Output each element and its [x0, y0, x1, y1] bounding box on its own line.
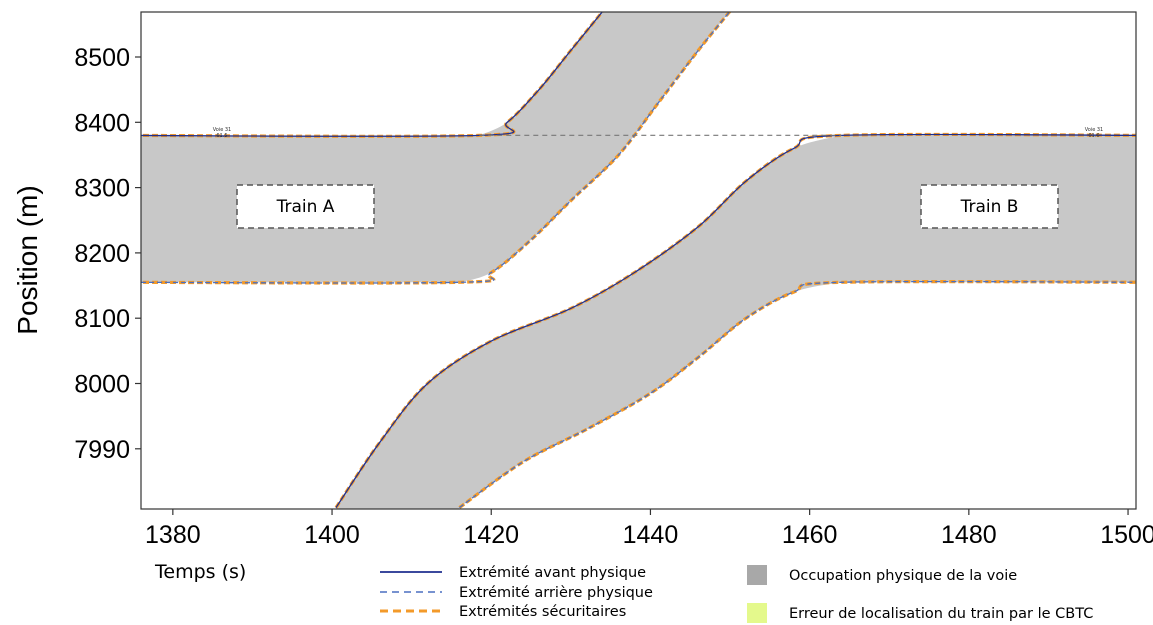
voie-label-right: Voie 31: [1085, 127, 1104, 133]
train-b-label: Train B: [960, 197, 1019, 217]
x-tick-label: 1480: [941, 521, 997, 549]
x-tick-label: 1460: [782, 521, 838, 549]
y-tick-label: 8100: [74, 305, 130, 333]
legend-label-arriere: Extrémité arrière physique: [459, 585, 653, 601]
train-b-rear-arriere: [459, 280, 1136, 509]
y-tick-label: 8500: [74, 44, 130, 72]
legend-item-arriere: Extrémité arrière physique: [380, 585, 653, 601]
voie-annotation-left: Voie 31 61.5: [213, 127, 232, 139]
legend-item-avant: Extrémité avant physique: [380, 565, 646, 581]
train-b-box: Train B: [920, 184, 1059, 229]
y-tick-label: 8300: [74, 175, 130, 203]
legend-item-localisation: Erreur de localisation du train par le C…: [747, 603, 1093, 623]
train-a-box: Train A: [236, 184, 375, 229]
x-tick-label: 1420: [463, 521, 519, 549]
train-a-occupation: [141, 12, 730, 283]
legend-label-avant: Extrémité avant physique: [459, 565, 646, 581]
y-tick-label: 8200: [74, 240, 130, 268]
train-a-label: Train A: [276, 197, 335, 217]
voie-label-left: Voie 31: [213, 127, 232, 133]
plot-frame: [140, 11, 1137, 510]
x-tick-label: 1500: [1100, 521, 1153, 549]
voie-annotation-right: Voie 31 61.6: [1085, 127, 1104, 139]
lines-layer: [141, 12, 1136, 509]
voie-km-left: 61.5: [216, 133, 227, 139]
train-b-occupation: [336, 135, 1136, 509]
y-tick-label: 8000: [74, 371, 130, 399]
legend-label-occupation: Occupation physique de la voie: [789, 568, 1017, 584]
legend-item-occupation: Occupation physique de la voie: [747, 565, 1017, 585]
voie-km-right: 61.6: [1088, 133, 1099, 139]
x-axis-label: Temps (s): [154, 561, 246, 583]
legend-label-securitaire: Extrémités sécuritaires: [459, 604, 626, 620]
train-a-front-avant: [141, 12, 603, 137]
train-a-rear-arriere: [141, 12, 731, 284]
y-axis-label: Position (m): [12, 185, 43, 334]
y-tick-label: 7990: [74, 436, 130, 464]
x-tick-label: 1380: [145, 521, 201, 549]
legend: Extrémité avant physique Extrémité arriè…: [380, 565, 1093, 623]
legend-label-localisation: Erreur de localisation du train par le C…: [789, 606, 1093, 622]
x-tick-label: 1440: [623, 521, 679, 549]
occupation-layer: [141, 12, 1136, 509]
legend-item-securitaire: Extrémités sécuritaires: [380, 604, 626, 620]
axes-layer: 1380 1400 1420 1440 1460 1480 1500 8500 8400 8300…: [74, 44, 1153, 549]
x-tick-label: 1400: [304, 521, 360, 549]
y-tick-label: 8400: [74, 109, 130, 137]
